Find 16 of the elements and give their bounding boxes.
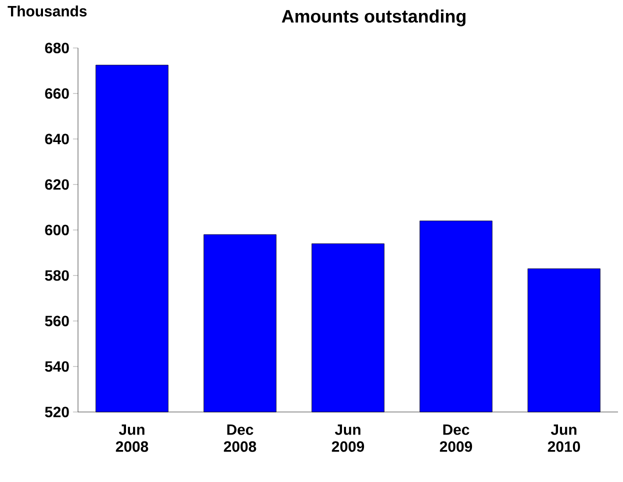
x-tick-label: Dec 2008 [224,424,256,452]
y-tick-label: 620 [45,179,69,190]
y-tick-label: 680 [45,42,69,54]
y-tick-label: 660 [45,88,69,99]
x-tick-label: Jun 2010 [548,424,580,452]
x-tick-label: Dec 2009 [440,424,472,452]
x-tick-label: Jun 2009 [332,424,364,452]
y-tick-label: 640 [45,134,69,144]
y-tick-label: 540 [45,361,69,372]
x-tick-label: Jun 2008 [116,424,148,452]
y-tick-label: 580 [45,270,69,281]
y-axis-title: Thousands [8,6,87,16]
chart-title: Amounts outstanding [282,10,466,26]
y-tick-label: 600 [45,224,69,236]
y-tick-label: 520 [45,406,69,418]
y-tick-label: 560 [45,316,69,326]
